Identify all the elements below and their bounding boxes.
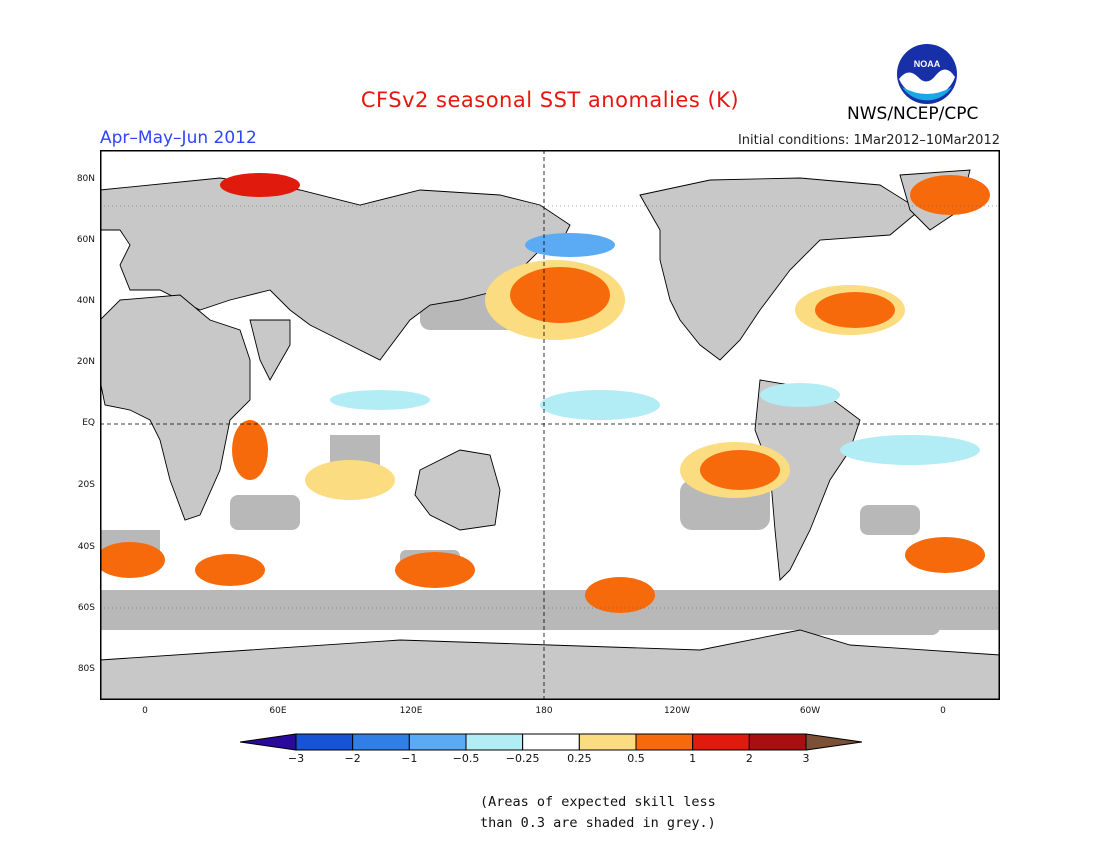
colorbar-box	[748, 733, 807, 751]
colorbar-level: −2	[344, 752, 361, 765]
colorbar-box	[578, 733, 637, 751]
colorbar-box	[465, 733, 524, 751]
map-frame	[100, 150, 1000, 700]
colorbar-box	[635, 733, 694, 751]
lat-label: 80N	[76, 174, 95, 184]
australia	[414, 449, 501, 531]
colorbar-level: −1	[401, 752, 418, 765]
lat-label: 60N	[76, 235, 95, 245]
lon-label: 0	[142, 706, 148, 716]
colorbar-level: −0.5	[452, 752, 480, 765]
colorbar-level: 0.25	[567, 752, 592, 765]
lat-label: 60S	[77, 603, 95, 613]
colorbar-level: −0.25	[505, 752, 540, 765]
africa	[100, 294, 251, 521]
lon-label: 120E	[399, 706, 423, 716]
season-label: Apr–May–Jun 2012	[100, 128, 257, 148]
colorbar-level: −3	[287, 752, 305, 765]
cool-anomalies	[330, 233, 980, 465]
lon-label: 60W	[799, 706, 821, 716]
reference-lines	[100, 150, 1000, 700]
lon-label: 60E	[269, 706, 287, 716]
lat-label: EQ	[82, 418, 95, 428]
noaa-logo-icon: NOAA	[897, 44, 957, 104]
lat-label: 40N	[76, 296, 95, 306]
lon-label: 120W	[663, 706, 691, 716]
colorbar-box	[522, 733, 580, 751]
colorbar-box	[408, 733, 467, 751]
colorbar-level: 2	[745, 752, 753, 765]
colorbar-level: 0.5	[627, 752, 645, 765]
sst-anomaly-map	[100, 150, 1000, 700]
colorbar-min-arrow	[240, 733, 297, 751]
colorbar	[240, 733, 862, 751]
eurasia	[100, 177, 571, 361]
footnote-line-1: (Areas of expected skill less	[480, 794, 716, 810]
lon-label: 180	[535, 706, 553, 716]
colorbar-level: 3	[802, 752, 810, 765]
lat-label: 20S	[77, 480, 95, 490]
agency-label: NWS/NCEP/CPC	[847, 104, 979, 124]
warm-anomalies	[100, 173, 990, 613]
map-title: CFSv2 seasonal SST anomalies (K)	[0, 88, 1100, 112]
colorbar-box	[352, 733, 410, 751]
colorbar-max-arrow	[805, 733, 862, 751]
india	[249, 319, 291, 381]
colorbar-box	[295, 733, 354, 751]
antarctica	[100, 629, 1000, 700]
footnote-line-2: than 0.3 are shaded in grey.)	[480, 815, 716, 831]
north-america	[639, 177, 921, 361]
lat-label: 40S	[77, 542, 95, 552]
lat-label: 80S	[77, 664, 95, 674]
colorbar-box	[692, 733, 750, 751]
noaa-logo-text: NOAA	[914, 59, 941, 69]
colorbar-level: 1	[689, 752, 697, 765]
title-text: CFSv2 seasonal SST anomalies (K)	[360, 88, 740, 112]
lon-label: 0	[940, 706, 946, 716]
initial-conditions: Initial conditions: 1Mar2012–10Mar2012	[737, 133, 1000, 148]
footnote: (Areas of expected skill less than 0.3 a…	[480, 792, 716, 834]
lat-label: 20N	[76, 357, 95, 367]
